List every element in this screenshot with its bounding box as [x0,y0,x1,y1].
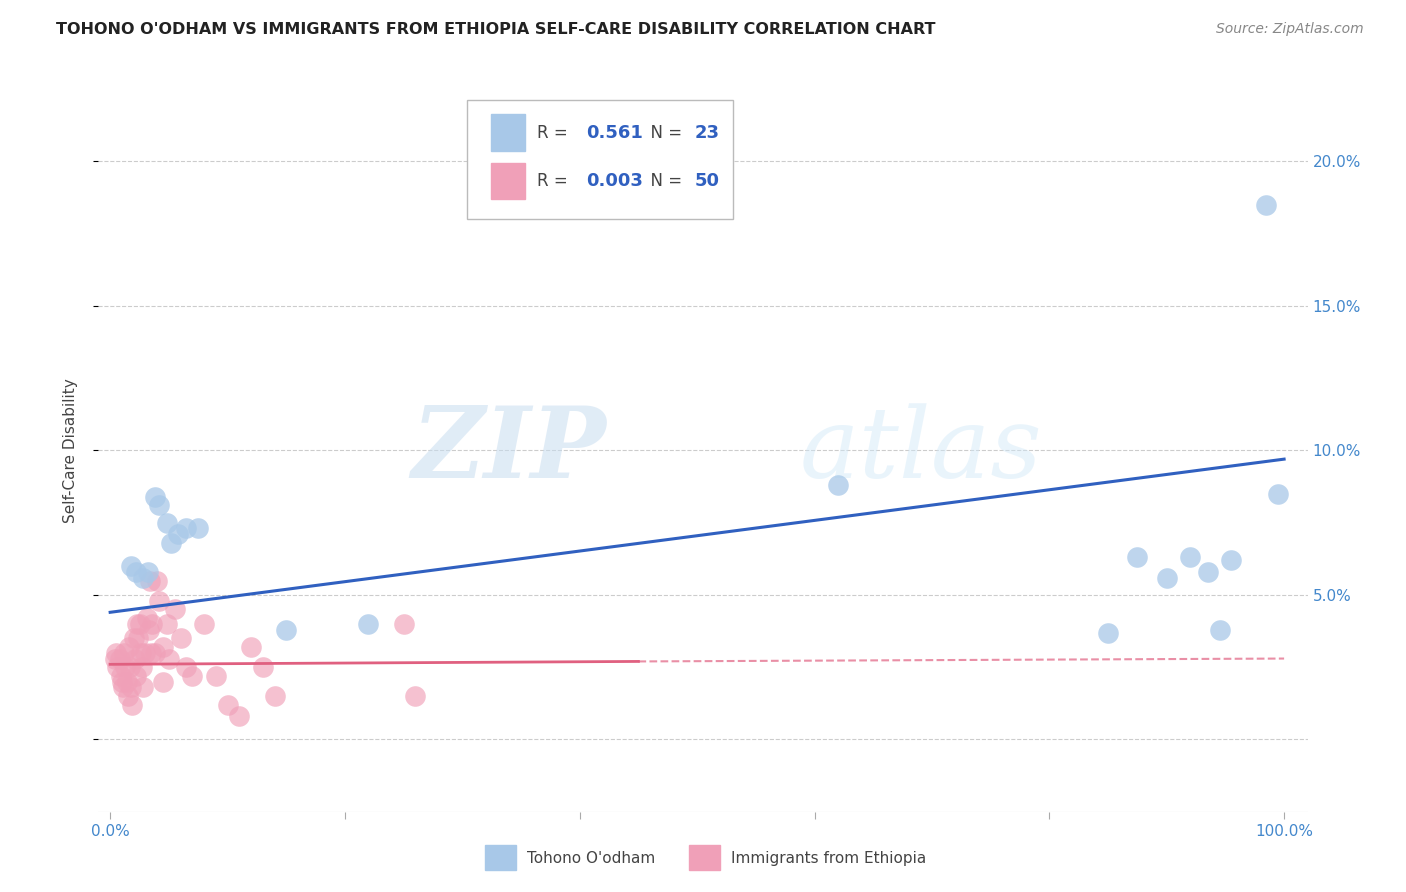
FancyBboxPatch shape [492,163,526,199]
Point [146,574,169,588]
Point [827,478,849,492]
Point [117,689,139,703]
Point [127,616,149,631]
Text: N =: N = [640,172,688,190]
Point [169,632,191,646]
Point [114,660,136,674]
Point [135,611,157,625]
Point [1267,487,1289,501]
Point [404,689,426,703]
Point [1256,198,1278,212]
Point [228,709,250,723]
Point [108,651,131,665]
Text: R =: R = [537,172,574,190]
Point [1097,625,1119,640]
Point [217,698,239,712]
Point [1220,553,1243,567]
Point [138,623,160,637]
Point [252,660,274,674]
Point [163,602,186,616]
Text: 0.003: 0.003 [586,172,643,190]
Point [152,674,174,689]
Point [187,521,209,535]
Point [143,490,166,504]
Point [152,640,174,654]
Point [134,646,156,660]
Text: R =: R = [537,124,574,142]
Point [139,574,162,588]
Point [125,669,148,683]
Point [263,689,285,703]
Point [1197,565,1219,579]
Point [127,632,149,646]
Point [155,616,177,631]
Point [111,674,134,689]
Point [1180,550,1202,565]
Point [176,660,198,674]
Point [128,616,150,631]
Point [105,646,128,660]
Y-axis label: Self-Care Disability: Self-Care Disability [63,378,77,523]
Text: TOHONO O'ODHAM VS IMMIGRANTS FROM ETHIOPIA SELF-CARE DISABILITY CORRELATION CHAR: TOHONO O'ODHAM VS IMMIGRANTS FROM ETHIOP… [56,22,936,37]
Point [141,646,163,660]
Point [132,681,155,695]
Point [115,674,138,689]
Point [167,527,190,541]
FancyBboxPatch shape [467,100,734,219]
Point [1126,550,1149,565]
Point [120,660,142,674]
Point [118,640,141,654]
Point [129,646,152,660]
Point [240,640,263,654]
Point [105,660,128,674]
Text: Immigrants from Ethiopia: Immigrants from Ethiopia [731,851,927,865]
Point [193,616,215,631]
Text: 50: 50 [695,172,720,190]
Point [122,632,145,646]
Point [112,681,135,695]
Point [141,616,163,631]
Point [148,593,170,607]
Point [121,698,143,712]
Point [1156,571,1178,585]
Point [125,565,148,579]
Text: 0.561: 0.561 [586,124,643,142]
Text: Source: ZipAtlas.com: Source: ZipAtlas.com [1216,22,1364,37]
Point [157,651,180,665]
Point [276,623,298,637]
Point [104,651,127,665]
Point [132,571,155,585]
Point [155,516,177,530]
Point [181,669,204,683]
Point [136,565,159,579]
Point [1208,623,1230,637]
Point [120,681,142,695]
Point [204,669,226,683]
Text: N =: N = [640,124,688,142]
Point [143,646,166,660]
Point [176,521,198,535]
Point [357,616,380,631]
Point [131,660,153,674]
FancyBboxPatch shape [492,114,526,151]
Text: Tohono O'odham: Tohono O'odham [527,851,655,865]
Point [148,499,170,513]
Point [110,669,132,683]
Point [120,559,142,574]
Point [112,646,135,660]
Text: atlas: atlas [800,403,1042,498]
Point [160,536,183,550]
Text: 23: 23 [695,124,720,142]
Point [392,616,415,631]
Point [124,651,146,665]
Text: ZIP: ZIP [412,402,606,499]
